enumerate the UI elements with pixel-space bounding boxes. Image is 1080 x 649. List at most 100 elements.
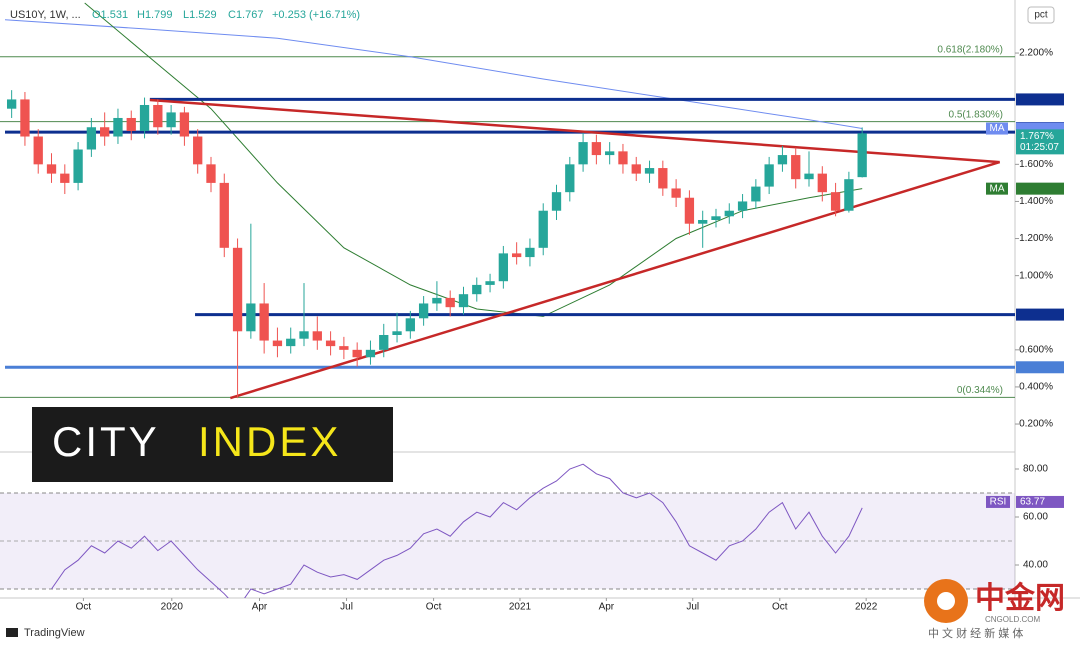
x-tick-label: Apr xyxy=(599,602,615,613)
candle-body xyxy=(246,303,256,332)
logo-city: CITY xyxy=(52,418,160,465)
x-tick-label: Oct xyxy=(772,602,788,613)
candle-body xyxy=(33,136,43,165)
y-tick-label: 0.400% xyxy=(1019,382,1053,393)
last-badge xyxy=(1016,129,1064,155)
countdown: 01:25:07 xyxy=(1020,142,1059,153)
candle-body xyxy=(844,179,854,211)
x-tick-label: 2021 xyxy=(509,602,532,613)
logo-index: INDEX xyxy=(198,418,341,465)
candle-body xyxy=(325,340,336,347)
candle-body xyxy=(259,303,269,341)
y-tick-label: 40.00 xyxy=(1023,560,1048,571)
candle-body xyxy=(445,297,455,308)
candle-body xyxy=(312,331,322,341)
rsi-badge xyxy=(1016,495,1064,508)
y-tick-label: 1.400% xyxy=(1019,196,1053,207)
rsi-badge-name: RSI xyxy=(990,497,1007,508)
candle-body xyxy=(193,136,203,165)
candle-body xyxy=(791,155,801,180)
price-badge xyxy=(1016,361,1064,374)
ohlc-change: +0.253 (+16.71%) xyxy=(272,9,360,21)
candle-body xyxy=(565,164,575,193)
candle-body xyxy=(206,164,216,183)
plot: 0.618(2.180%) 0.5(1.830%) 0(0.344%) Oct 2020… xyxy=(0,2,1060,613)
candle-body xyxy=(485,281,495,285)
y-tick-label: 60.00 xyxy=(1023,512,1048,523)
y-tick-label: 2.200% xyxy=(1019,48,1053,59)
moving-average xyxy=(4,19,863,129)
candle-body xyxy=(432,297,442,304)
unit-button[interactable] xyxy=(1027,6,1055,24)
candle-body xyxy=(113,117,123,137)
candle-body xyxy=(591,142,602,156)
candle-body xyxy=(418,303,429,319)
ohlc-close: C1.767 xyxy=(228,9,263,21)
candle-body xyxy=(498,253,509,282)
y-tick-label: 1.000% xyxy=(1019,270,1053,281)
ma-badge-name: MA xyxy=(990,183,1005,194)
candle-body xyxy=(458,294,469,308)
candle-body xyxy=(724,210,734,217)
candle-body xyxy=(73,149,83,183)
tv-brand: TradingView xyxy=(24,627,85,639)
x-tick-label: Jul xyxy=(340,602,353,613)
candle-body xyxy=(671,188,681,198)
candle-body xyxy=(817,173,827,193)
watermark-icon-inner xyxy=(937,592,955,610)
y-tick-label: 0.600% xyxy=(1019,344,1053,355)
symbol: US10Y, 1W, ... xyxy=(10,9,81,21)
y-tick-label: 0.200% xyxy=(1019,419,1053,430)
ohlc-low: L1.529 xyxy=(183,9,217,21)
candle-body xyxy=(219,182,229,248)
candle-body xyxy=(764,164,774,187)
fib-label: 0.5(1.830%) xyxy=(949,109,1003,120)
candle-body xyxy=(86,127,97,150)
candle-body xyxy=(100,127,110,137)
candle-body xyxy=(405,318,415,332)
candle-body xyxy=(153,104,163,128)
logo-box xyxy=(32,407,393,482)
ma-badge-name-bg xyxy=(986,182,1008,195)
price-badge xyxy=(1016,122,1064,135)
price-badge xyxy=(1016,93,1064,106)
trendline xyxy=(229,160,1001,400)
rsi-line xyxy=(51,463,863,598)
candle-body xyxy=(365,349,376,358)
x-tick-label: 2020 xyxy=(161,602,184,613)
candle-body xyxy=(525,247,535,258)
candle-body xyxy=(299,331,309,339)
candle-body xyxy=(605,151,615,156)
candle-body xyxy=(511,253,522,258)
unit-label[interactable]: pct xyxy=(1034,10,1048,21)
candle-body xyxy=(286,338,296,347)
fib-label: 0(0.344%) xyxy=(957,385,1003,396)
candle-body xyxy=(737,201,748,211)
tv-logo xyxy=(6,628,18,637)
last-price: 1.767% xyxy=(1020,131,1054,142)
x-tick-label: Jul xyxy=(686,602,699,613)
candle-body xyxy=(339,346,349,350)
price-pane: 0.618(2.180%) 0.5(1.830%) 0(0.344%) xyxy=(0,2,1015,400)
x-tick-label: 2022 xyxy=(855,602,878,613)
fib-label: 0.618(2.180%) xyxy=(937,44,1003,55)
candle-body xyxy=(830,192,841,211)
candle-body xyxy=(60,173,70,183)
candle-body xyxy=(139,104,150,131)
y-tick-label: 1.600% xyxy=(1019,159,1053,170)
candle-body xyxy=(777,155,788,165)
candle-body xyxy=(126,117,136,131)
candle-body xyxy=(379,334,389,350)
candle-body xyxy=(272,340,283,347)
rsi-badge-value: 63.77 xyxy=(1020,497,1045,508)
candle-body xyxy=(166,112,176,128)
ohlc-high: H1.799 xyxy=(137,9,172,21)
price-badge xyxy=(1016,308,1064,321)
candle-body xyxy=(392,331,402,335)
candle-body xyxy=(711,216,721,220)
candle-body xyxy=(538,210,548,248)
candle-body xyxy=(179,112,190,137)
watermark-site: CNGOLD.COM xyxy=(985,615,1040,624)
y-tick-label: 1.200% xyxy=(1019,233,1053,244)
